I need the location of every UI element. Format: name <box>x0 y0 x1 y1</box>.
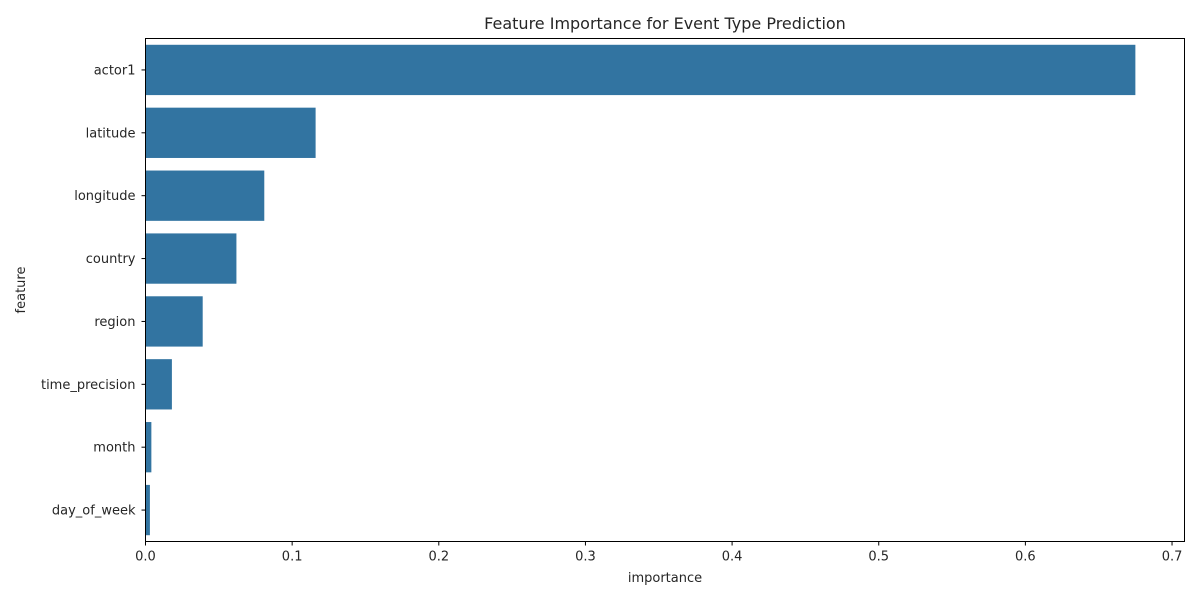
y-tick-label: month <box>93 441 135 456</box>
plot-frame <box>145 38 1185 542</box>
bar-region <box>145 296 203 347</box>
x-tick-label: 0.4 <box>722 550 743 565</box>
y-tick-label: day_of_week <box>52 504 136 519</box>
bar-country <box>145 233 237 284</box>
y-axis-label: feature <box>14 267 29 314</box>
bar-day-of-week <box>145 484 150 536</box>
y-axis-ticks: actor1 latitude longitude country region time… <box>41 63 146 519</box>
bar-time-precision <box>145 359 172 410</box>
x-tick-label: 0.1 <box>282 550 303 565</box>
x-tick-label: 0.7 <box>1162 550 1183 565</box>
bar-month <box>145 422 152 473</box>
x-axis-label: importance <box>628 571 702 586</box>
y-tick-label: region <box>94 315 135 330</box>
bar-latitude <box>145 107 316 158</box>
x-tick-label: 0.6 <box>1015 550 1036 565</box>
y-tick-label: actor1 <box>94 63 136 78</box>
bar-actor1 <box>145 44 1136 96</box>
bars-group <box>145 44 1136 536</box>
bar-longitude <box>145 170 265 221</box>
x-tick-label: 0.3 <box>575 550 596 565</box>
y-tick-label: country <box>86 252 136 267</box>
x-tick-label: 0.2 <box>428 550 449 565</box>
chart-title: Feature Importance for Event Type Predic… <box>484 14 846 33</box>
y-tick-label: longitude <box>74 189 135 204</box>
x-tick-label: 0.5 <box>868 550 889 565</box>
x-axis-ticks: 0.0 0.1 0.2 0.3 0.4 0.5 0.6 0.7 <box>135 541 1183 565</box>
y-tick-label: time_precision <box>41 378 136 393</box>
y-tick-label: latitude <box>86 126 136 141</box>
x-tick-label: 0.0 <box>135 550 156 565</box>
